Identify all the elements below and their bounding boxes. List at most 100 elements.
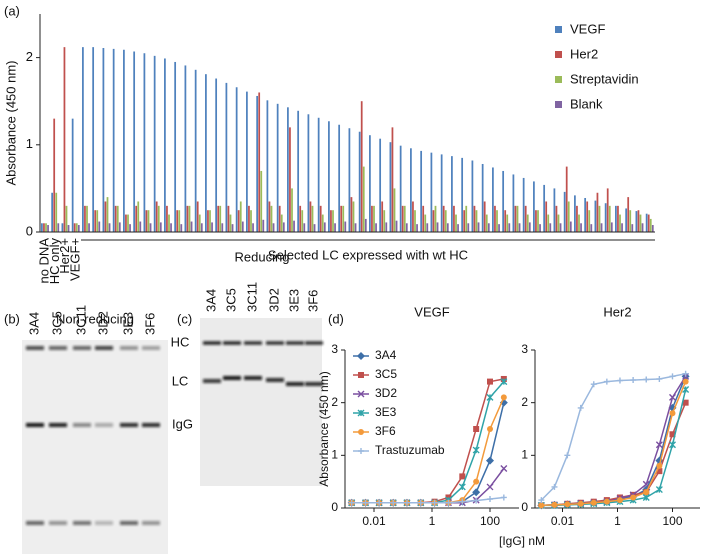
bar (416, 224, 418, 232)
bar (166, 205, 168, 232)
bar (301, 210, 304, 232)
bar (526, 214, 529, 232)
legend-label: 3D2 (375, 386, 397, 400)
bar (235, 87, 238, 232)
bar (53, 118, 56, 232)
bar (307, 114, 310, 232)
marker (500, 394, 507, 401)
marker (656, 462, 663, 469)
lane-label: 3E3 (120, 312, 135, 335)
lane-label: 3A4 (203, 289, 218, 312)
marker (577, 404, 584, 411)
gel-band (142, 521, 160, 525)
bar (369, 135, 371, 232)
legend-label: Trastuzumab (375, 443, 445, 457)
bar (319, 205, 322, 232)
y-axis-label: Absorbance (450 nm) (317, 371, 331, 486)
bar (403, 205, 406, 232)
bar (104, 201, 107, 232)
marker (486, 483, 494, 491)
marker (458, 483, 466, 491)
bar (164, 58, 166, 232)
bar (578, 214, 580, 232)
bar (350, 197, 353, 232)
bar (77, 225, 80, 232)
marker (669, 373, 676, 380)
bar (645, 213, 648, 232)
bar (635, 211, 638, 232)
bar (73, 223, 76, 232)
lane-label: 3C5 (49, 311, 64, 335)
marker (656, 375, 663, 382)
bar (153, 55, 156, 232)
bar (617, 205, 619, 232)
marker (486, 393, 494, 401)
bar (262, 219, 265, 232)
bar (143, 53, 146, 232)
bar (358, 131, 361, 232)
y-tick-label: 3 (331, 342, 338, 356)
bar (174, 61, 177, 233)
bar (159, 222, 162, 232)
bar (504, 210, 507, 232)
series-line (541, 376, 687, 507)
marker (564, 452, 571, 459)
bar (313, 224, 316, 232)
marker (472, 488, 481, 497)
bar (256, 95, 259, 232)
marker (630, 494, 637, 501)
x-tick-label: 0.01 (362, 514, 386, 528)
bar (200, 223, 203, 232)
bar (502, 170, 505, 232)
bar (442, 205, 445, 232)
bar (184, 65, 187, 232)
x-tick-label: HC only (47, 238, 62, 285)
lane-label: 3C11 (73, 305, 88, 335)
gel-band (203, 379, 221, 383)
bar (420, 150, 423, 232)
marker (487, 378, 493, 385)
bar (112, 48, 115, 232)
bar (147, 210, 150, 232)
bar (129, 224, 131, 232)
bar (471, 160, 474, 232)
bar (492, 167, 494, 232)
y-tick-label: 2 (26, 49, 33, 64)
marker (473, 426, 480, 432)
marker (682, 370, 689, 377)
bar (580, 223, 582, 232)
bar (92, 47, 95, 232)
bar (334, 223, 336, 232)
bar (508, 223, 511, 232)
bar (168, 214, 170, 232)
marker (655, 486, 663, 494)
legend-marker (357, 352, 365, 360)
x-tick-label: 100 (480, 514, 500, 528)
bar (569, 221, 572, 232)
legend-marker (357, 409, 365, 417)
legend-swatch (555, 76, 562, 83)
bar (424, 214, 427, 232)
legend-marker (358, 429, 364, 435)
bar (102, 48, 105, 233)
panel-label: (b) (4, 311, 20, 326)
marker (564, 501, 571, 508)
x-axis-label: [IgG] nM (499, 534, 545, 548)
marker (656, 468, 663, 475)
marker (431, 499, 438, 506)
bar (114, 205, 117, 232)
gel-band (26, 521, 44, 525)
bar (412, 201, 414, 232)
bar (371, 205, 373, 232)
bar (393, 188, 396, 232)
gel-band (26, 423, 44, 427)
bar (219, 205, 222, 232)
bar (211, 222, 213, 232)
bar (217, 205, 220, 232)
bar (272, 223, 275, 232)
legend-label: Streptavidin (570, 71, 639, 86)
bar (481, 163, 484, 232)
bar (241, 221, 244, 232)
legend-label: 3C5 (375, 367, 397, 381)
gel-band (286, 382, 304, 386)
